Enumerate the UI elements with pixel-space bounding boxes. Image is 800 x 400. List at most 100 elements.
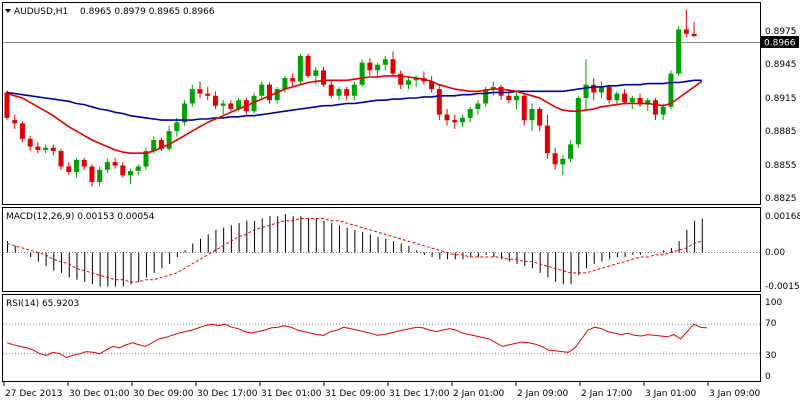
candle-body [305, 55, 311, 76]
candle-body [189, 89, 195, 104]
price-axis-label: 0.8945 [765, 60, 797, 70]
candle-body [537, 109, 543, 126]
rsi-axis-label: 30 [765, 351, 777, 361]
candle-body [676, 29, 682, 74]
candle-body [89, 166, 95, 182]
candle-body [390, 59, 396, 74]
candle-body [212, 95, 218, 106]
candle-body [174, 122, 180, 132]
candle-body [27, 138, 33, 147]
candle-body [158, 139, 164, 149]
candle-body [575, 97, 581, 145]
candle-body [382, 59, 388, 65]
candle-body [182, 103, 188, 123]
candle-body [351, 84, 357, 96]
candle-body [112, 162, 118, 166]
candle-body [97, 169, 103, 182]
price-axis-label: 0.8855 [765, 161, 797, 171]
rsi-axis-label: 100 [765, 298, 782, 308]
candle-body [73, 159, 79, 173]
candle-body [274, 89, 280, 101]
candle-body [290, 78, 296, 82]
rsi-axis-label: 70 [765, 319, 777, 329]
candle-body [413, 78, 419, 81]
candle-body [691, 33, 697, 37]
candle-body [475, 103, 481, 110]
candle-body [259, 84, 265, 96]
candle-body [429, 81, 435, 90]
candle-body [660, 106, 666, 115]
candle-body [467, 109, 473, 118]
time-axis-label: 3 Jan 09:00 [709, 389, 761, 399]
dropdown-triangle-icon[interactable] [5, 9, 11, 13]
candle-body [552, 153, 558, 165]
candle-body [313, 70, 319, 76]
candle-body [498, 86, 504, 96]
time-axis-label: 27 Dec 2013 [5, 389, 63, 399]
candle-body [205, 93, 211, 96]
candle-body [375, 64, 381, 71]
candle-body [514, 95, 520, 101]
price-axis: 0.8975 0.8945 0.8915 0.8885 0.8855 0.882… [765, 27, 797, 204]
time-axis-label: 31 Dec 09:00 [325, 389, 386, 399]
candle-body [282, 78, 288, 90]
candle-body [606, 86, 612, 101]
candle-body [81, 159, 87, 167]
candle-body [568, 144, 574, 159]
candle-body [367, 62, 373, 71]
macd-signal-line [6, 218, 702, 283]
ma-fast-line [6, 75, 703, 154]
candle-body [251, 95, 257, 112]
rsi-panel[interactable] [2, 294, 761, 382]
candle-body [50, 147, 56, 152]
candle-body [359, 62, 365, 85]
macd-axis-label: 0.00168 [765, 212, 800, 222]
macd-axis-label: 0.00 [765, 248, 785, 258]
macd-layer [6, 213, 703, 287]
candle-body [506, 95, 512, 101]
candle-body [328, 84, 334, 96]
candle-body [521, 95, 527, 121]
rsi-line [6, 323, 708, 359]
time-axis-label: 2 Jan 01:00 [453, 389, 505, 399]
candle-body [591, 84, 597, 93]
candle-body [652, 100, 658, 115]
time-axis-label: 30 Dec 17:00 [197, 389, 258, 399]
candle-body [197, 89, 203, 94]
current-price-tag [761, 36, 799, 48]
macd-panel[interactable] [2, 207, 761, 292]
candle-body [135, 166, 141, 171]
time-axis-label: 2 Jan 09:00 [517, 389, 569, 399]
candle-body [560, 158, 566, 165]
candle-body [490, 86, 496, 90]
price-axis-label: 0.8915 [765, 94, 797, 104]
time-axis-label: 30 Dec 09:00 [133, 389, 194, 399]
candle-body [35, 146, 41, 150]
candle-body [637, 97, 643, 105]
macd-axis-label: -0.0015 [765, 282, 800, 292]
candle-body [529, 109, 535, 121]
candle-body [58, 151, 64, 167]
candle-body [104, 162, 110, 170]
candle-body [266, 84, 272, 101]
candle-body [668, 73, 674, 107]
time-axis-label: 3 Jan 01:00 [645, 389, 697, 399]
candle-body [166, 131, 172, 149]
candle-body [43, 147, 49, 150]
candle-body [143, 151, 149, 167]
candle-body [598, 86, 604, 93]
candle-body [622, 93, 628, 103]
current-price-value: 0.8966 [764, 39, 796, 49]
candle-body [66, 166, 72, 173]
candle-body [19, 123, 25, 139]
candle-body [336, 89, 342, 96]
candle-body [236, 100, 242, 110]
time-axis-label: 2 Jan 17:00 [581, 389, 633, 399]
symbol-label: AUDUSD,H1 [14, 7, 68, 17]
time-axis-label: 31 Dec 01:00 [261, 389, 322, 399]
candle-body [151, 139, 157, 152]
ohlc-label: 0.8965 0.8979 0.8965 0.8966 [80, 7, 215, 17]
candle-body [120, 165, 126, 176]
candle-body [220, 103, 226, 106]
